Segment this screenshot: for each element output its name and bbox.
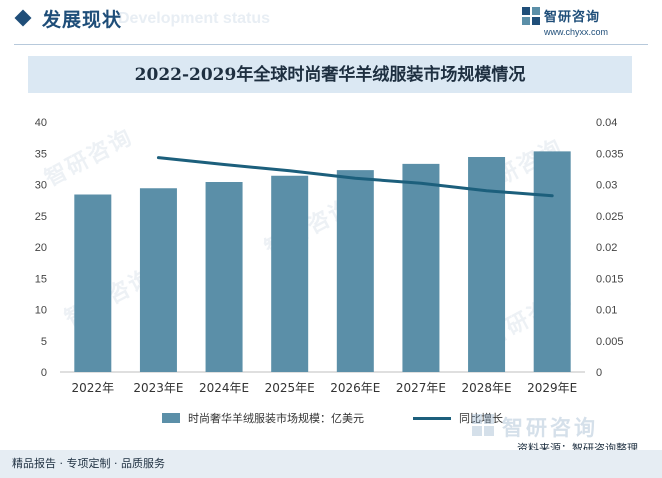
y-tick-label-right: 0.035 [596, 148, 624, 160]
legend-line-swatch [413, 417, 451, 420]
legend-bar-swatch [162, 413, 180, 423]
x-tick-label: 2024年E [199, 381, 249, 395]
x-tick-label: 2023年E [133, 381, 183, 395]
y-tick-label-left: 20 [35, 242, 47, 254]
bar [533, 151, 571, 372]
y-tick-label-left: 15 [35, 273, 47, 285]
legend-line-label: 同比增长 [413, 412, 503, 425]
y-tick-label-right: 0.015 [596, 273, 624, 285]
watermark-logo: 智研咨询 [472, 412, 652, 440]
y-tick-label-left: 40 [35, 117, 47, 129]
section-ghost-text: Development status [118, 10, 271, 27]
y-tick-label-right: 0.005 [596, 336, 624, 348]
y-tick-label-left: 0 [41, 367, 47, 379]
section-title: 发展现状 [42, 9, 123, 31]
watermark-mark-icon [472, 414, 494, 436]
y-tick-label-right: 0.01 [596, 305, 617, 317]
y-tick-label-right: 0.02 [596, 242, 617, 254]
bar [336, 170, 374, 372]
diamond-bullet-icon [14, 9, 32, 27]
chart-canvas: 0 5 10 15 20 25 30 35 40 0 0.005 0.01 0.015 0.02 0.025… [35, 117, 624, 395]
brand-name: 智研咨询 [544, 10, 601, 25]
y-tick-label-left: 25 [35, 211, 47, 223]
y-tick-label-left: 30 [35, 180, 47, 192]
page-footer: 精品报告 · 专项定制 · 品质服务 [0, 450, 662, 478]
x-tick-label: 2025年E [265, 381, 315, 395]
bar [139, 188, 177, 372]
bar [74, 194, 112, 372]
y-tick-label-left: 10 [35, 305, 47, 317]
x-tick-label: 2027年E [396, 381, 446, 395]
footer-slogan: 精品报告 · 专项定制 · 品质服务 [12, 457, 165, 470]
chart-title-bar: 2022-2029年全球时尚奢华羊绒服装市场规模情况 [28, 56, 632, 93]
brand-mark-icon [522, 7, 540, 25]
x-tick-label: 2026年E [330, 381, 380, 395]
x-tick-label: 2028年E [462, 381, 512, 395]
bar [205, 182, 243, 372]
brand-logo: 智研咨询 www.chyxx.com [522, 5, 642, 41]
legend-item-bar: 时尚奢华羊绒服装市场规模：亿美元 [162, 410, 364, 426]
page-header: Development status 发展现状 智研咨询 www.chyxx.c… [0, 0, 662, 40]
y-tick-label-right: 0.025 [596, 211, 624, 223]
x-tick-label: 2029年E [527, 381, 577, 395]
x-tick-label: 2022年 [72, 381, 115, 395]
bar [402, 163, 440, 372]
y-tick-label-left: 5 [41, 336, 47, 348]
growth-line [156, 156, 554, 198]
legend-item-line: 同比增长 [413, 410, 503, 426]
y-tick-label-right: 0 [596, 367, 602, 379]
y-tick-label-left: 35 [35, 148, 47, 160]
y-tick-label-right: 0.04 [596, 117, 617, 129]
watermark-logo-name: 智研咨询 [502, 416, 598, 440]
brand-url: www.chyxx.com [544, 27, 609, 37]
bar [271, 175, 309, 372]
chart-title: 2022-2029年全球时尚奢华羊绒服装市场规模情况 [134, 65, 526, 85]
legend-bar-label: 时尚奢华羊绒服装市场规模：亿美元 [188, 412, 364, 425]
header-divider [14, 44, 648, 45]
y-tick-label-right: 0.03 [596, 180, 617, 192]
